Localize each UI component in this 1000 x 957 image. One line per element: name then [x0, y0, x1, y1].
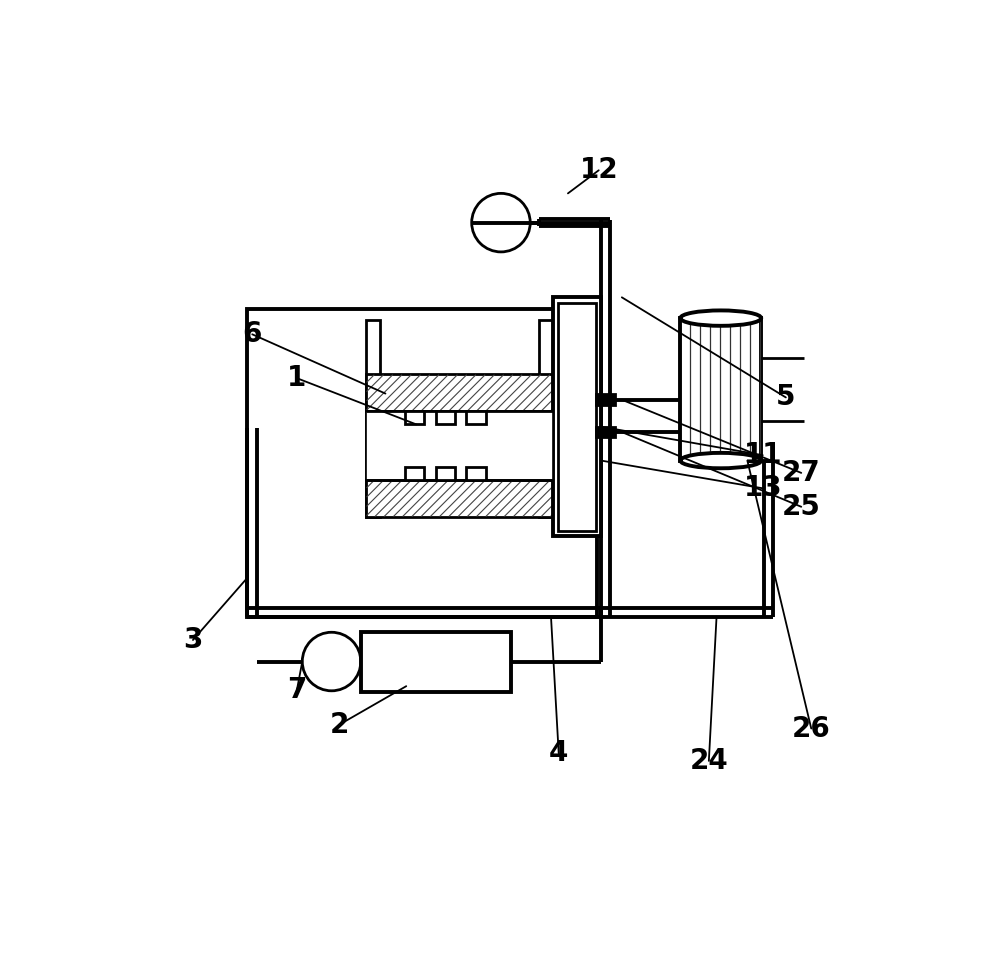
Text: 4: 4 [549, 739, 568, 768]
Text: 1: 1 [287, 365, 307, 392]
Text: 12: 12 [579, 156, 618, 185]
Bar [558, 302, 596, 531]
Bar [366, 321, 380, 517]
Text: 25: 25 [782, 493, 821, 521]
Bar [436, 412, 455, 424]
Bar [405, 467, 424, 479]
Bar [361, 632, 511, 692]
Text: 24: 24 [689, 746, 728, 775]
Bar [680, 318, 761, 460]
Circle shape [302, 633, 361, 691]
Text: 2: 2 [330, 711, 349, 739]
Bar [596, 394, 615, 405]
Ellipse shape [680, 310, 761, 325]
Text: 5: 5 [776, 384, 796, 412]
Bar [539, 321, 553, 517]
Bar [405, 412, 424, 424]
Bar [367, 375, 553, 411]
Bar [436, 467, 455, 479]
Bar [466, 412, 486, 424]
Text: 7: 7 [287, 676, 307, 704]
Bar [366, 412, 553, 479]
Bar [247, 309, 597, 617]
Bar [596, 427, 615, 437]
Bar [366, 374, 553, 412]
Text: 6: 6 [243, 321, 262, 348]
Text: 3: 3 [183, 626, 203, 654]
Text: 13: 13 [743, 475, 782, 502]
Ellipse shape [680, 453, 761, 468]
Bar [466, 467, 486, 479]
Bar [367, 480, 553, 516]
Bar [553, 298, 601, 536]
Text: 11: 11 [744, 441, 782, 469]
Text: 27: 27 [782, 459, 821, 487]
Text: 26: 26 [792, 715, 831, 743]
Circle shape [472, 193, 530, 252]
Bar [366, 479, 553, 517]
